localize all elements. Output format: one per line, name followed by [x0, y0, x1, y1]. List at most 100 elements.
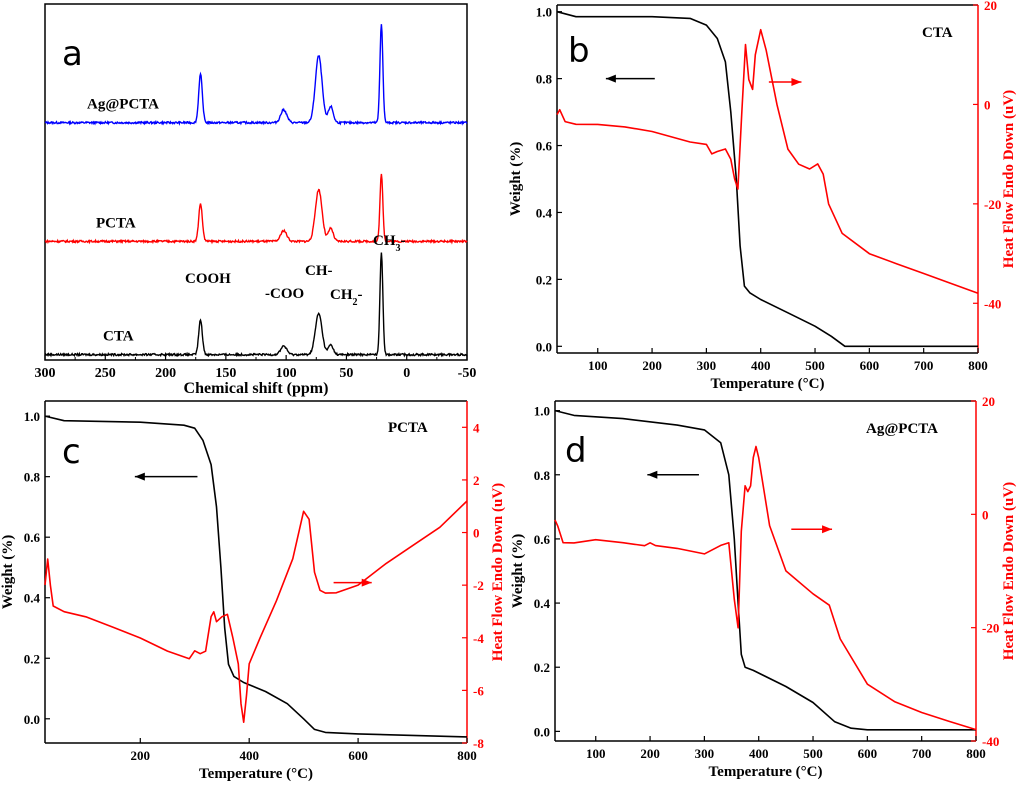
panel-b-xtick-label: 700	[914, 358, 934, 373]
panel-b-xlabel: Temperature (°C)	[711, 376, 825, 392]
panel-c-ylabel: Weight (%)	[0, 535, 16, 610]
panel-d-xlabel: Temperature (°C)	[709, 764, 823, 780]
panel-c-xtick-label: 800	[457, 748, 477, 763]
panel-d-xtick-label: 200	[640, 746, 660, 761]
panel-a-peak-label: CH2-	[330, 287, 363, 308]
panel-a-peak-label-sub: 3	[396, 243, 401, 254]
panel-c-arrowhead	[361, 578, 372, 587]
panel-c-arrowhead	[134, 472, 145, 481]
panel-a-series-label: CTA	[103, 329, 134, 345]
panel-b-xtick-label: 500	[805, 358, 825, 373]
panel-d-y2tick-label: 20	[982, 394, 995, 409]
panel-d-xtick-label: 600	[858, 746, 878, 761]
panel-a-frame	[44, 3, 468, 361]
panel-a-xtick-label: 250	[95, 366, 116, 381]
panel-b-series-weight	[556, 10, 978, 348]
panel-a-xtick-label: 50	[339, 366, 353, 381]
panel-b-ytick-label: 0.4	[536, 205, 553, 220]
panel-b-arrowhead	[791, 77, 802, 86]
panel-d-title: Ag@PCTA	[866, 421, 938, 437]
panel-b-ytick-label: 0.2	[536, 272, 552, 287]
panel-a-peak-label: CH-	[305, 263, 333, 279]
panel-d-ytick-label: 0.2	[534, 660, 550, 675]
panel-c-y2tick-label: -8	[473, 736, 484, 751]
panel-c: 200 400 600 800 0.0 0.2 0.4 0.6 0.8 1.0 -8 -6 -4 -2 0 2…	[0, 400, 506, 782]
panel-c-ytick-label: 0.8	[24, 470, 41, 485]
panel-c-y2tick-label: 0	[473, 526, 480, 541]
panel-a-peak-label-sub: 2	[353, 297, 358, 308]
panel-b-xtick-label: 400	[751, 358, 771, 373]
panel-c-title: PCTA	[388, 420, 428, 436]
panel-d-y2tick-label: -20	[982, 621, 999, 636]
panel-a-series-Ag@PCTA	[44, 24, 468, 126]
panel-d-series-weight	[554, 409, 976, 731]
panel-b-xtick-label: 300	[697, 358, 717, 373]
panel-d-arrowhead	[647, 470, 658, 479]
panel-b-ytick-label: 1.0	[536, 5, 552, 20]
panel-b-xtick-label: 100	[588, 358, 608, 373]
panel-b-y2tick-label: -20	[984, 197, 1001, 212]
panel-b-arrowhead	[605, 74, 616, 83]
panel-d-ylabel2: Heat Flow Endo Down (uV)	[1001, 482, 1017, 660]
panel-b-xtick-label: 800	[968, 358, 988, 373]
panel-c-letter: c	[62, 432, 81, 472]
panel-b-ytick-label: 0.6	[536, 139, 553, 154]
panel-d-ytick-label: 0.8	[534, 468, 551, 483]
panel-a-peak-label-suffix: -	[401, 233, 406, 249]
panel-d-ytick-label: 0.4	[534, 596, 551, 611]
panel-c-y2tick-label: 4	[473, 420, 480, 435]
panel-a-xtick-label: -50	[458, 366, 477, 381]
panel-a-series-label: Ag@PCTA	[87, 97, 159, 113]
panel-b-xtick-label: 600	[860, 358, 880, 373]
panel-d-letter: d	[565, 431, 587, 471]
panel-c-y2tick-label: 2	[473, 473, 480, 488]
panel-d-ytick-label: 1.0	[534, 404, 550, 419]
panel-d-xtick-label: 700	[912, 746, 932, 761]
panel-a-peak-label: COOH	[185, 271, 231, 287]
panel-a-peak-label: CH3-	[373, 233, 406, 254]
panel-d-y2tick-label: 0	[982, 507, 989, 522]
panel-b-ylabel: Weight (%)	[508, 142, 524, 217]
panel-c-y2tick-label: -2	[473, 578, 484, 593]
panel-c-ytick-label: 0.2	[24, 651, 40, 666]
panel-b: 100 200 300 400 500 600 700 800 0.0 0.2 0.4 0.6 0.8 1…	[508, 0, 1017, 392]
panel-d-xtick-label: 100	[586, 746, 606, 761]
panel-a-xtick-label: 150	[215, 366, 236, 381]
panel-b-y2tick-label: -40	[984, 296, 1001, 311]
panel-b-xtick-label: 200	[642, 358, 662, 373]
panel-d: 100 200 300 400 500 600 700 8000.00.20.40.60.81…	[510, 394, 1017, 780]
panel-c-ytick-label: 1.0	[24, 409, 40, 424]
panel-a-xtick-label: 300	[35, 366, 56, 381]
panel-b-ylabel2: Heat Flow Endo Down (uV)	[1001, 90, 1017, 268]
panel-a: 300 250 200 150 100 50 0 -50 Chemical shift (ppm…	[35, 3, 477, 397]
panel-c-xlabel: Temperature (°C)	[199, 766, 313, 782]
panel-d-arrowhead	[822, 525, 833, 534]
panel-c-series-weight	[44, 415, 468, 738]
panel-d-ytick-label: 0.0	[534, 724, 550, 739]
panel-d-xtick-label: 300	[695, 746, 715, 761]
panel-c-xtick-label: 200	[131, 748, 151, 763]
panel-d-series-heat-flow	[554, 445, 977, 731]
panel-c-ytick-label: 0.6	[24, 530, 41, 545]
panel-a-peak-label-suffix: -	[358, 287, 363, 303]
panel-d-xtick-label: 800	[966, 746, 986, 761]
panel-b-ytick-label: 0.0	[536, 339, 552, 354]
panel-c-ytick-label: 0.4	[24, 591, 41, 606]
panel-b-ytick-label: 0.8	[536, 72, 553, 87]
panel-a-series-PCTA	[44, 173, 468, 245]
panel-c-series-heat-flow	[44, 500, 468, 723]
panel-a-peak-label: -COO	[265, 286, 304, 302]
panel-b-y2tick-label: 20	[984, 0, 997, 13]
panel-d-y2tick-label: -40	[982, 734, 999, 749]
panel-a-xlabel: Chemical shift (ppm)	[184, 380, 329, 397]
panel-c-xtick-label: 400	[239, 748, 259, 763]
panel-b-title: CTA	[922, 25, 953, 41]
panel-a-xtick-label: 200	[155, 366, 176, 381]
panel-c-y2tick-label: -6	[473, 683, 484, 698]
panel-b-series-heat-flow	[556, 28, 979, 295]
panel-d-ytick-label: 0.6	[534, 532, 551, 547]
panel-c-ylabel2: Heat Flow Endo Down (uV)	[490, 483, 506, 661]
panel-a-letter: a	[62, 34, 83, 74]
panel-c-ytick-label: 0.0	[24, 712, 40, 727]
